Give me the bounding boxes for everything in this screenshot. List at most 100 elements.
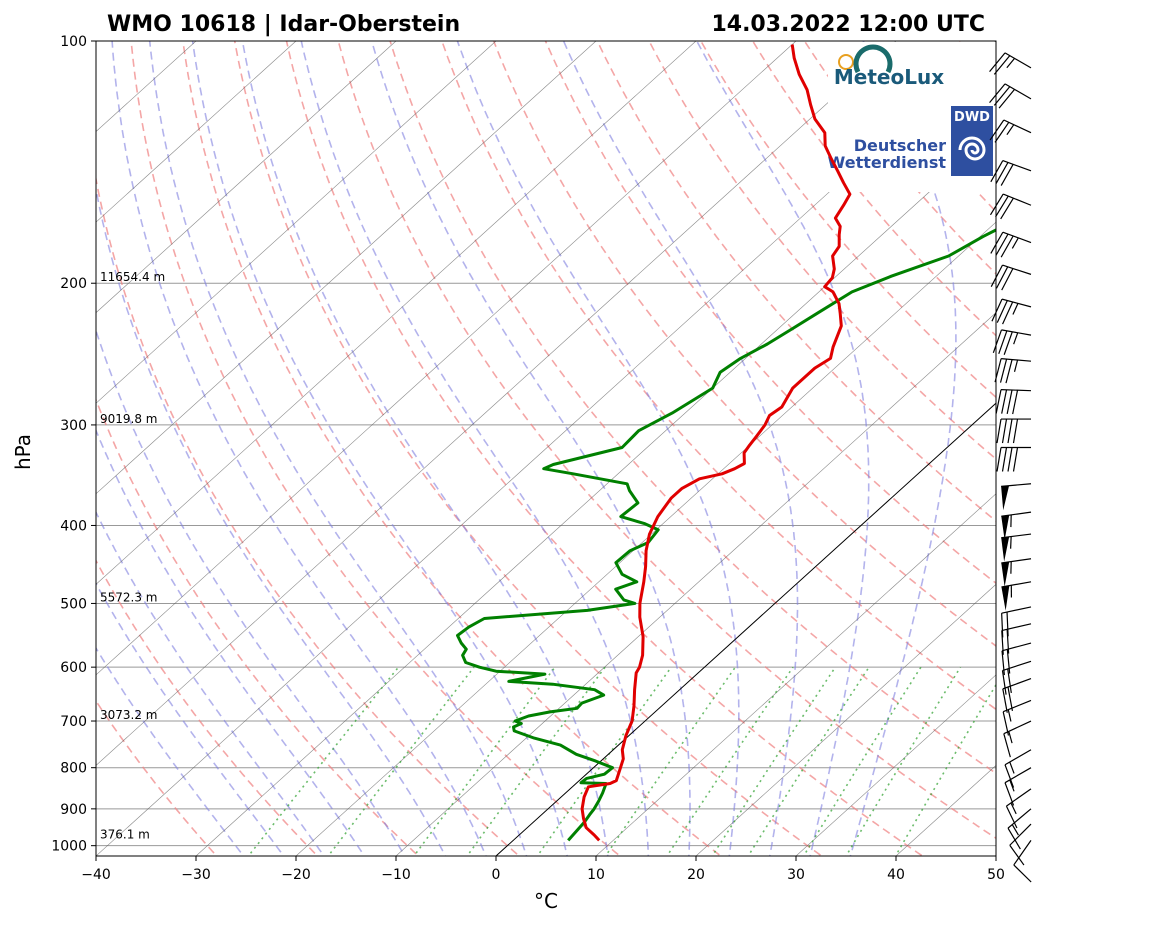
wind-barb-staff xyxy=(1002,160,1032,172)
isotherm-line xyxy=(995,855,996,856)
dry-adiabats xyxy=(96,41,1160,863)
x-tick-label: 40 xyxy=(887,867,905,883)
wind-barb xyxy=(1004,767,1032,806)
wind-barb-staff xyxy=(1000,389,1032,392)
moist-adiabat xyxy=(96,510,325,856)
y-tick-label: 600 xyxy=(60,660,87,676)
wind-barb-flag xyxy=(990,160,1004,183)
moist-adiabat xyxy=(370,41,691,856)
dry-adiabat xyxy=(96,558,319,856)
mixing-ratio-line xyxy=(845,666,962,856)
wind-barb xyxy=(990,160,1032,186)
wind-barb-flag xyxy=(1012,390,1019,415)
y-axis-label: hPa xyxy=(11,434,35,470)
plot-frame xyxy=(95,40,997,857)
plot-area: MeteoLux DWD Deutscher Wetterdienst xyxy=(96,41,1160,863)
wind-barb-flag xyxy=(1005,359,1013,384)
dry-adiabat xyxy=(182,41,723,856)
wind-barb xyxy=(989,193,1032,220)
wind-barb-halfflag xyxy=(1012,303,1019,315)
moist-adiabat xyxy=(96,185,447,856)
y-tick-label: 300 xyxy=(60,418,87,434)
x-axis-label: °C xyxy=(534,889,558,913)
wind-barb-halfflag xyxy=(1006,124,1015,136)
wind-barb xyxy=(1002,678,1032,713)
x-tick-label: 20 xyxy=(687,867,705,883)
wind-barb-flag xyxy=(1001,650,1005,676)
wind-barb-flag xyxy=(1007,827,1021,850)
wind-barb-flag xyxy=(1013,864,1032,883)
isotherm-line xyxy=(96,41,697,585)
dry-adiabat xyxy=(596,41,996,523)
wind-barb-flag xyxy=(1007,447,1013,472)
wind-barb-flag xyxy=(994,358,1002,383)
y-tick-label: 800 xyxy=(60,761,87,777)
wind-barb xyxy=(1013,840,1032,883)
wind-barb-flag xyxy=(995,195,1009,218)
dry-adiabat xyxy=(492,41,996,648)
wind-barb-flag xyxy=(1002,688,1008,713)
x-tick-label: 10 xyxy=(587,867,605,883)
dwd-text-line2: Wetterdienst xyxy=(828,153,947,172)
wind-barb-halfflag xyxy=(1009,761,1015,774)
wind-barb-flag xyxy=(1005,805,1018,829)
dry-adiabat xyxy=(96,175,521,856)
wind-barb-pennant xyxy=(1001,536,1010,562)
wind-barb-flag xyxy=(1006,649,1011,674)
wind-barb xyxy=(995,389,1032,415)
moist-adiabat xyxy=(849,41,957,856)
wind-barb xyxy=(1001,558,1032,587)
wind-barb-flag xyxy=(995,233,1009,256)
y-tick-label: 900 xyxy=(60,802,87,818)
wind-barb-halfflag xyxy=(1006,58,1016,69)
moist-adiabat xyxy=(96,428,366,856)
zero-isotherm-line xyxy=(495,402,996,856)
wind-barb-flag xyxy=(998,330,1008,354)
wind-barb-flag xyxy=(1007,418,1013,444)
wind-barb-pennant xyxy=(1001,585,1010,611)
wind-barb xyxy=(1003,720,1032,758)
meteolux-arc-icon xyxy=(853,44,893,74)
wind-barb-flag xyxy=(989,119,1005,141)
y-tick-label: 700 xyxy=(60,714,87,730)
dry-adiabat xyxy=(96,397,420,856)
wind-barb xyxy=(989,52,1032,75)
wind-barb-staff xyxy=(1013,840,1032,866)
wind-barb-flag xyxy=(1009,844,1025,866)
dry-adiabat xyxy=(441,41,996,711)
wind-barb-flag xyxy=(996,300,1008,323)
wind-barb-halfflag xyxy=(1011,824,1019,836)
wind-barb xyxy=(990,231,1032,258)
wind-barb-flag xyxy=(1001,389,1008,414)
dwd-spiral-icon xyxy=(958,136,986,161)
dry-adiabat xyxy=(1115,41,1160,863)
wind-barb-staff xyxy=(1002,193,1032,206)
temperature-curve xyxy=(580,44,852,842)
moist-adiabats xyxy=(96,41,957,856)
wind-barb-staff xyxy=(1001,533,1032,539)
wind-barb-flag xyxy=(999,358,1008,383)
dry-adiabat xyxy=(544,41,996,585)
wind-barb-flag xyxy=(991,298,1003,322)
wind-barb xyxy=(989,119,1032,143)
wind-barb xyxy=(1001,606,1032,638)
wind-barb-staff xyxy=(1009,823,1032,846)
wind-barb-flag xyxy=(1000,235,1014,258)
wind-barb-pennant xyxy=(1001,561,1010,587)
mixing-ratio-line xyxy=(894,683,996,856)
x-tick-label: 30 xyxy=(787,867,805,883)
height-label: 376.1 m xyxy=(100,827,150,841)
wind-barb-staff xyxy=(1001,511,1032,517)
wind-barb-flag xyxy=(995,266,1009,289)
moist-adiabat xyxy=(96,581,285,856)
mixing-ratio-line xyxy=(747,666,870,856)
moist-adiabat xyxy=(300,41,650,856)
mixing-ratio-line xyxy=(802,666,922,856)
y-axis-ticks: 1000 900 800 700 600 500 400 300 200 100 xyxy=(51,34,96,855)
wind-barb-flag xyxy=(1000,164,1014,186)
dry-adiabat xyxy=(285,41,925,856)
wind-barb-flag xyxy=(993,55,1011,75)
wind-barb-staff xyxy=(1001,642,1032,652)
moist-adiabat xyxy=(111,41,487,856)
wind-barb xyxy=(996,446,1031,472)
